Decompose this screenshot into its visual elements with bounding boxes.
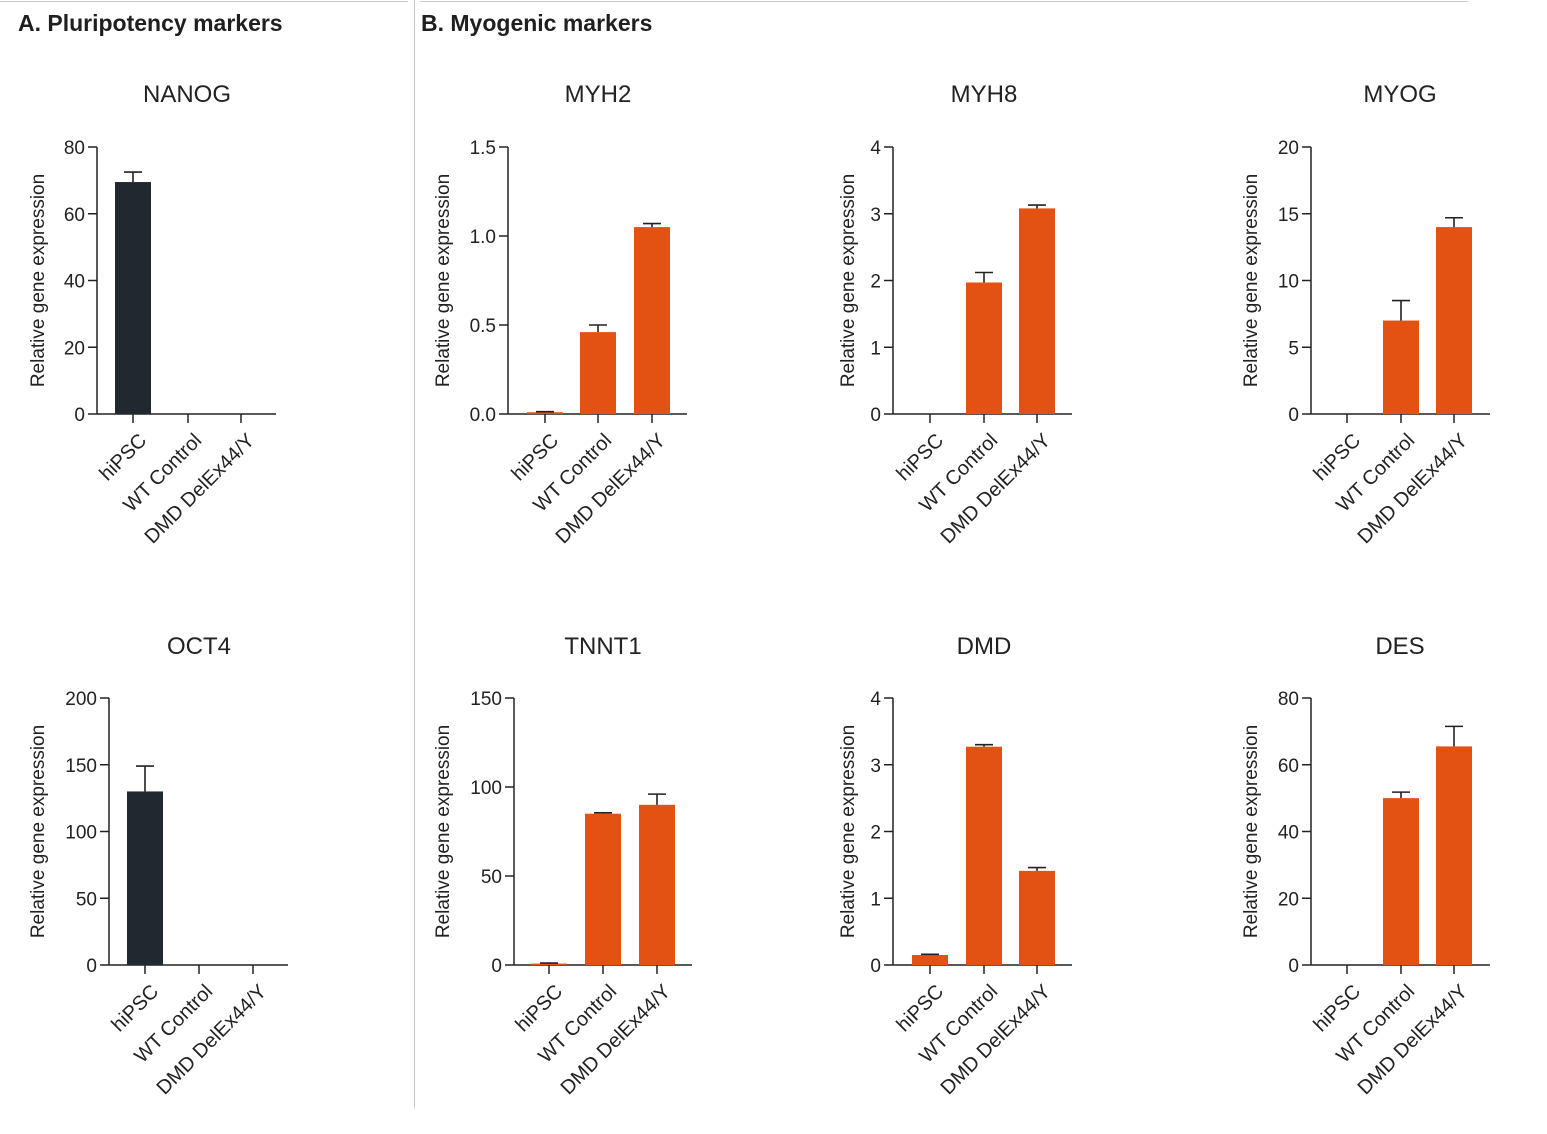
y-tick-label: 100 (470, 778, 502, 799)
bar-hipsc (115, 182, 151, 414)
y-axis-label: Relative gene expression (28, 174, 49, 387)
y-tick-label: 60 (64, 205, 85, 226)
y-axis-label: Relative gene expression (838, 174, 859, 387)
bar-dmd-delex44-y (634, 227, 670, 414)
y-tick-label: 4 (870, 138, 881, 159)
chart-title: MYH8 (951, 81, 1018, 108)
y-tick-label: 150 (470, 689, 502, 710)
y-tick-label: 50 (481, 867, 502, 888)
chart-title: DES (1375, 633, 1424, 660)
y-tick-label: 3 (870, 756, 881, 777)
bar-hipsc (912, 954, 948, 965)
top-rule-left (0, 1, 408, 2)
chart-title: MYH2 (565, 81, 632, 108)
y-tick-label: 5 (1288, 338, 1299, 359)
y-tick-label: 0 (74, 405, 85, 426)
y-tick-label: 20 (1278, 889, 1299, 910)
y-axis-label: Relative gene expression (1241, 725, 1262, 938)
y-tick-label: 200 (65, 689, 97, 710)
chart-title: DMD (957, 633, 1012, 660)
bar-hipsc (531, 963, 567, 965)
bar-wt-control (966, 282, 1002, 414)
y-tick-label: 20 (1278, 138, 1299, 159)
y-tick-label: 2 (870, 823, 881, 844)
y-tick-label: 10 (1278, 272, 1299, 293)
y-tick-label: 0 (870, 405, 881, 426)
y-tick-label: 15 (1278, 205, 1299, 226)
y-tick-label: 0 (870, 956, 881, 977)
section-divider (414, 0, 415, 1108)
y-tick-label: 0 (491, 956, 502, 977)
chart-title: MYOG (1363, 81, 1436, 108)
y-tick-label: 0 (1288, 956, 1299, 977)
y-tick-label: 1 (870, 889, 881, 910)
y-tick-label: 80 (1278, 689, 1299, 710)
y-tick-label: 0.5 (470, 316, 496, 337)
bar-dmd-delex44-y (1436, 746, 1472, 965)
bar-dmd-delex44-y (1019, 870, 1055, 965)
section-a-title: A. Pluripotency markers (18, 10, 283, 36)
chart-title: OCT4 (167, 633, 231, 660)
chart-title: NANOG (143, 81, 231, 108)
bar-wt-control (966, 746, 1002, 965)
y-tick-label: 40 (64, 272, 85, 293)
chart-title: TNNT1 (564, 633, 641, 660)
y-tick-label: 150 (65, 756, 97, 777)
chart-oct4: OCT4 Relative gene expression 0 50 100 150 200… (28, 633, 288, 1099)
bar-dmd-delex44-y (1436, 227, 1472, 414)
bar-wt-control (1383, 320, 1419, 414)
y-tick-label: 100 (65, 823, 97, 844)
y-tick-label: 0 (86, 956, 97, 977)
y-tick-label: 4 (870, 689, 881, 710)
bar-hipsc (127, 791, 163, 965)
bar-wt-control (585, 813, 621, 965)
bar-wt-control (580, 332, 616, 414)
bar-wt-control (1383, 798, 1419, 965)
y-tick-label: 2 (870, 272, 881, 293)
bar-dmd-delex44-y (1019, 208, 1055, 414)
y-axis-label: Relative gene expression (838, 725, 859, 938)
y-tick-label: 50 (76, 889, 97, 910)
bar-hipsc (527, 412, 563, 414)
top-rule-right (420, 1, 1468, 2)
y-tick-label: 1 (870, 338, 881, 359)
chart-myh2: MYH2 Relative gene expression 0.0 0.5 1.0 1.5… (433, 81, 687, 548)
y-axis-label: Relative gene expression (28, 725, 49, 938)
y-axis-label: Relative gene expression (1241, 174, 1262, 387)
y-tick-label: 40 (1278, 823, 1299, 844)
y-tick-label: 3 (870, 205, 881, 226)
y-tick-label: 60 (1278, 756, 1299, 777)
y-tick-label: 1.5 (470, 138, 496, 159)
y-tick-label: 20 (64, 338, 85, 359)
y-axis-label: Relative gene expression (433, 174, 454, 387)
y-tick-label: 0.0 (470, 405, 496, 426)
y-tick-label: 0 (1288, 405, 1299, 426)
bar-dmd-delex44-y (639, 804, 675, 965)
y-tick-label: 1.0 (470, 227, 496, 248)
section-b-title: B. Myogenic markers (421, 10, 653, 36)
y-axis-label: Relative gene expression (433, 725, 454, 938)
y-tick-label: 80 (64, 138, 85, 159)
